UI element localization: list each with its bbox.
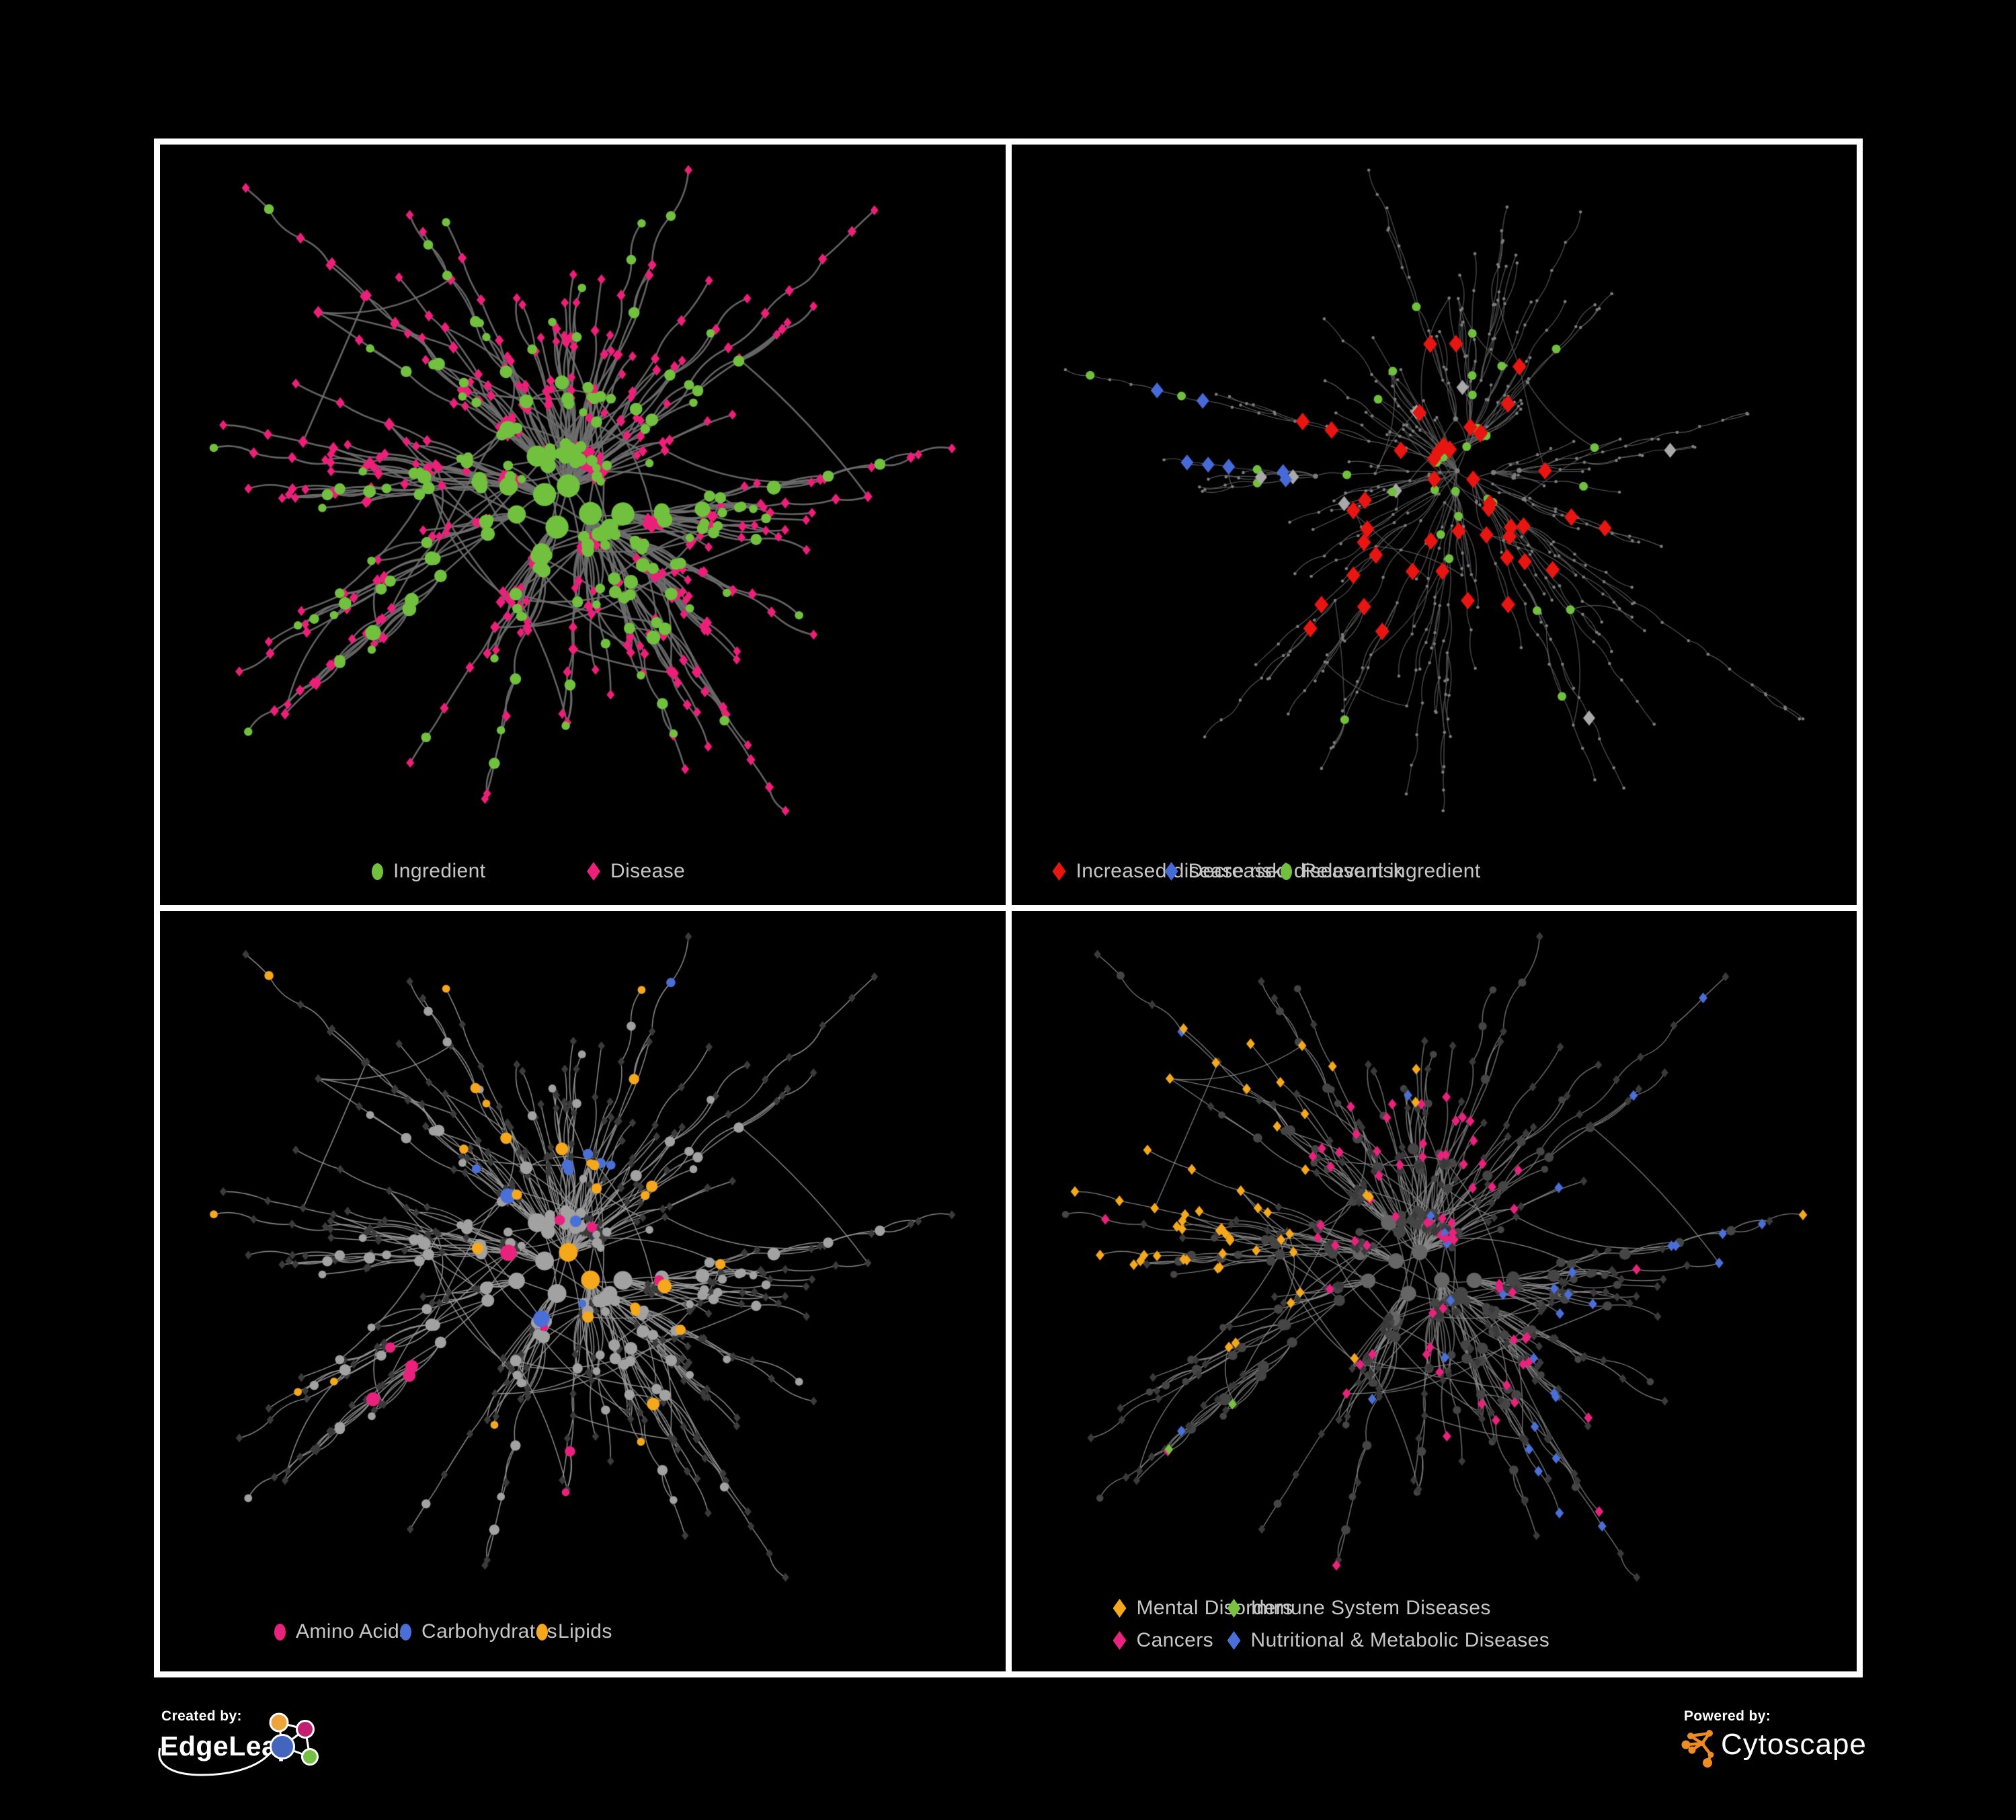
edgeleap-logo-icon — [158, 1712, 319, 1776]
legend-label: Disease — [610, 860, 686, 882]
legend-item: Decreased disease risk — [1164, 860, 1404, 883]
created-by-label: Created by: — [161, 1708, 242, 1724]
panel-nutrient-classes: Amino Acids Carbohydrates Lipids — [160, 911, 1006, 1671]
legend-item: Amino Acids — [274, 1620, 409, 1643]
cancers-marker-icon — [1113, 1631, 1127, 1650]
network-canvas-disease-classes — [1011, 911, 1857, 1671]
network-canvas-nutrient-classes — [160, 911, 1006, 1671]
disease-marker-icon — [587, 862, 600, 881]
legend-label: Decreased disease risk — [1188, 860, 1404, 882]
lipids-marker-icon — [536, 1623, 548, 1640]
panel-disease-classes: Mental Disorders Immune System Diseases … — [1011, 911, 1857, 1671]
panel-ingredient-disease: Ingredient Disease — [160, 145, 1006, 905]
cytoscape-wordmark: Cytoscape — [1721, 1728, 1867, 1761]
legend-label: Immune System Diseases — [1250, 1597, 1491, 1619]
legend-label: Carbohydrates — [421, 1620, 557, 1643]
legend-item: Nutritional & Metabolic Diseases — [1227, 1629, 1550, 1652]
amino-acids-marker-icon — [274, 1623, 286, 1640]
ingredient-marker-icon — [372, 863, 383, 880]
relevant-ingredient-marker-icon — [1280, 863, 1292, 880]
legend-item: Immune System Diseases — [1227, 1597, 1491, 1620]
network-canvas-disease-risk — [1011, 145, 1857, 905]
legend-item: Relevant ingredient — [1280, 860, 1481, 883]
mental-disorders-marker-icon — [1113, 1599, 1127, 1618]
legend-item: Carbohydrates — [400, 1620, 557, 1643]
legend-item: Mental Disorders — [1113, 1597, 1293, 1620]
nutritional-metabolic-diseases-marker-icon — [1227, 1631, 1241, 1650]
legend-item: Increased disease risk — [1052, 860, 1283, 883]
legend-label: Amino Acids — [296, 1620, 410, 1643]
legend-item: Ingredient — [372, 860, 485, 883]
decreased-risk-marker-icon — [1164, 862, 1178, 881]
legend-item: Cancers — [1113, 1629, 1214, 1652]
immune-system-diseases-marker-icon — [1227, 1599, 1241, 1618]
panel-grid: Ingredient Disease Increased disease ris… — [154, 139, 1863, 1677]
legend-label: Cancers — [1136, 1629, 1214, 1651]
panel-disease-risk: Increased disease risk Decreased disease… — [1011, 145, 1857, 905]
increased-risk-marker-icon — [1052, 862, 1066, 881]
legend-label: Ingredient — [393, 860, 486, 882]
network-canvas-ingredient-disease — [160, 145, 1006, 905]
legend-label: Nutritional & Metabolic Diseases — [1250, 1629, 1550, 1651]
cytoscape-logo-icon — [1681, 1730, 1714, 1768]
legend-label: Increased disease risk — [1076, 860, 1283, 882]
legend-label: Relevant ingredient — [1301, 860, 1481, 882]
legend-item: Lipids — [536, 1620, 612, 1643]
legend-item: Disease — [587, 860, 685, 883]
powered-by-label: Powered by: — [1684, 1708, 1771, 1724]
carbohydrates-marker-icon — [400, 1623, 411, 1640]
legend-label: Lipids — [558, 1620, 612, 1643]
legend-label: Mental Disorders — [1136, 1597, 1293, 1619]
